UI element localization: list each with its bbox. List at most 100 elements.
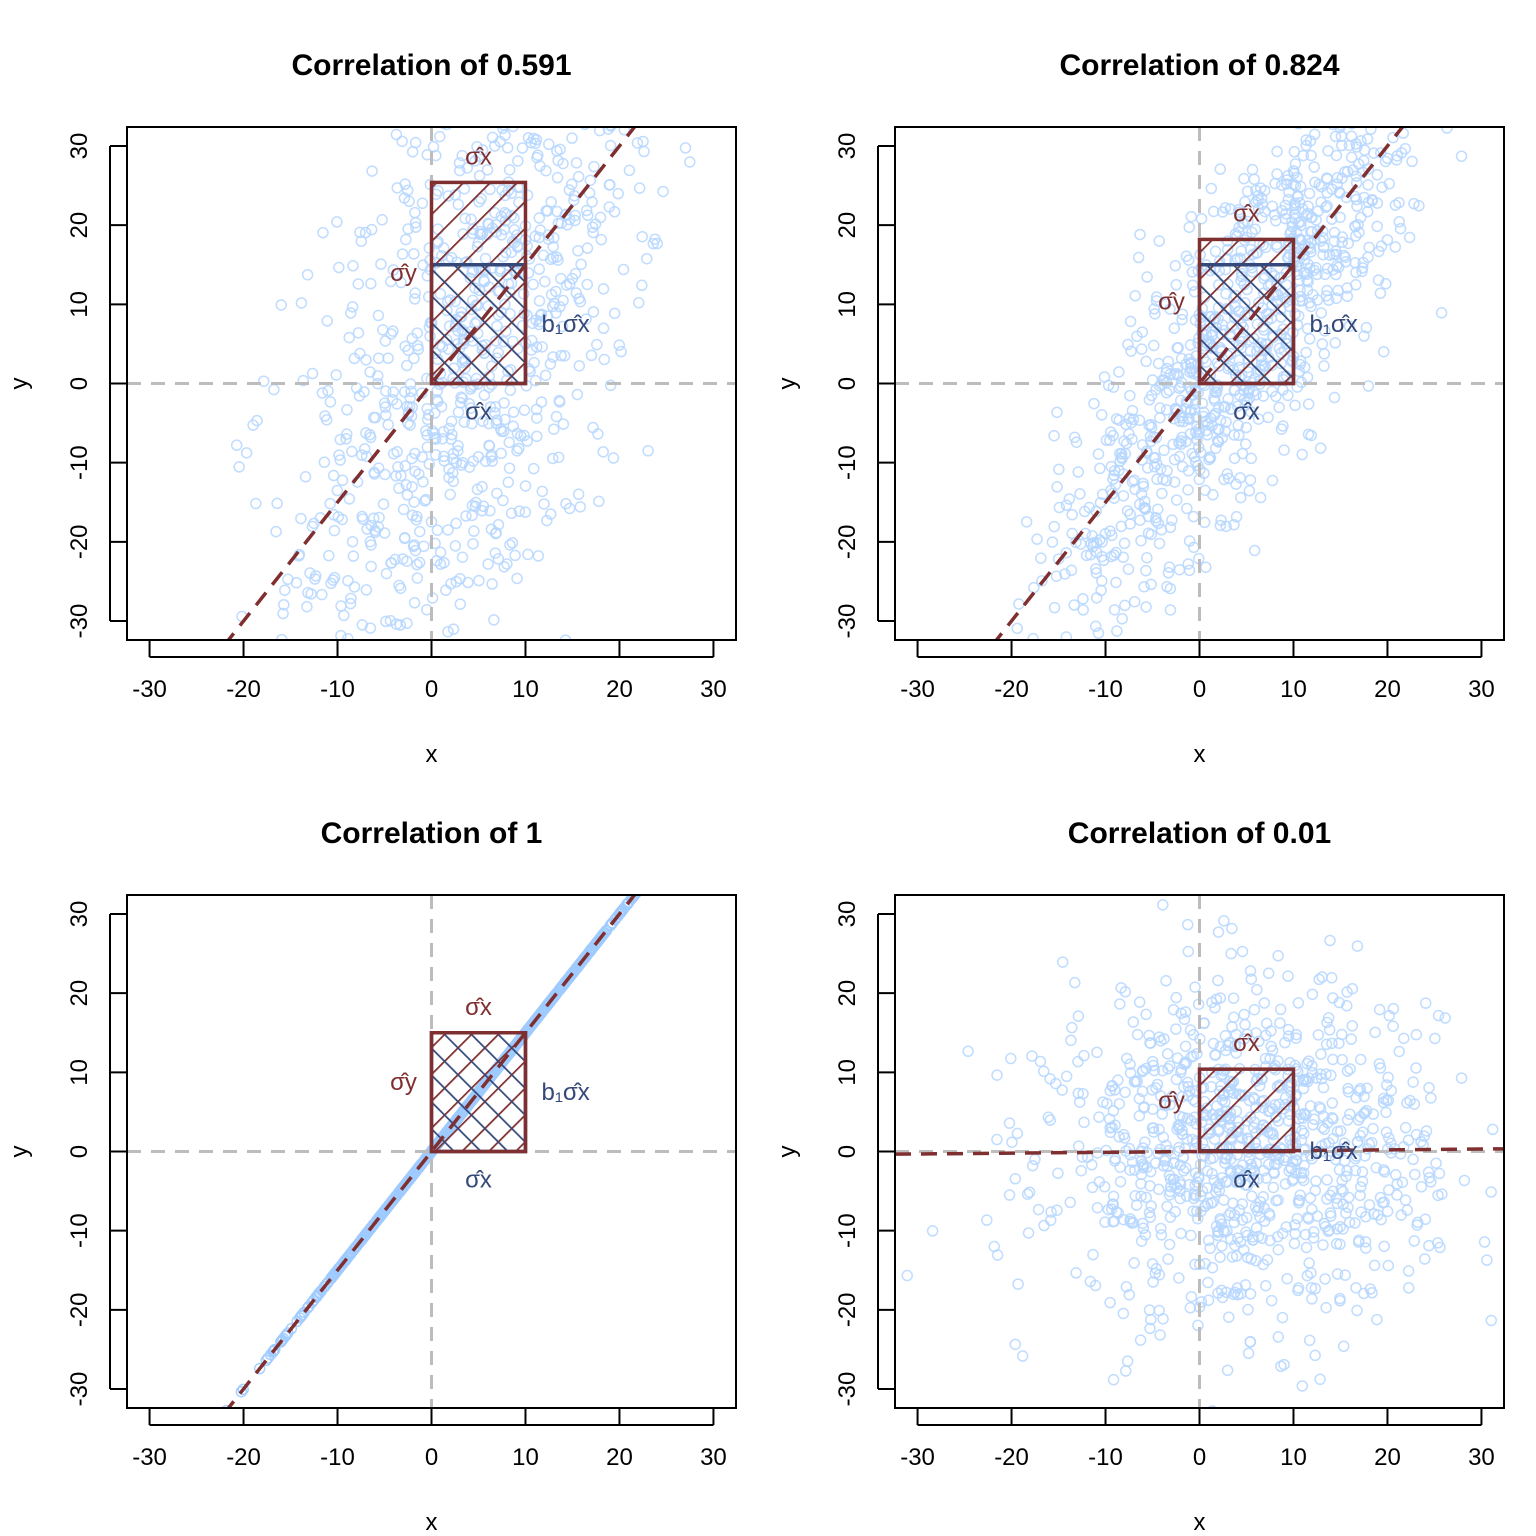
data-point (1419, 1213, 1432, 1226)
data-point (490, 527, 502, 539)
data-point (509, 549, 521, 562)
data-point (1074, 538, 1087, 550)
data-point (1321, 284, 1333, 297)
data-point (1084, 549, 1097, 561)
data-point (301, 268, 314, 281)
data-point (1372, 65, 1382, 75)
data-point (484, 101, 494, 111)
data-point (278, 598, 290, 611)
data-point (1167, 1173, 1180, 1186)
data-point (586, 196, 598, 208)
data-point (384, 701, 394, 711)
data-point (1178, 1013, 1191, 1026)
data-point (334, 433, 347, 446)
data-point (1248, 173, 1261, 185)
data-point (349, 1242, 361, 1254)
data-point (1349, 190, 1361, 203)
data-point (758, 727, 768, 737)
data-point (257, 375, 270, 387)
data-point (1192, 1319, 1204, 1332)
data-point (1179, 1040, 1192, 1053)
data-point (1264, 1234, 1276, 1247)
data-point (1314, 442, 1327, 454)
data-point (649, 865, 659, 875)
data-point (399, 460, 411, 472)
data-point (1230, 1028, 1243, 1041)
data-point (1112, 1074, 1124, 1086)
data-point (1380, 1126, 1393, 1139)
data-point (669, 840, 679, 850)
data-point (1048, 601, 1061, 614)
data-point (582, 66, 592, 76)
data-point (1351, 200, 1363, 213)
data-point (571, 388, 584, 401)
data-point (237, 759, 247, 769)
data-point (1163, 384, 1176, 397)
data-point (1092, 448, 1105, 460)
data-point (641, 876, 651, 886)
data-point (513, 442, 525, 455)
data-point (659, 852, 669, 862)
data-point (410, 514, 423, 526)
data-point (603, 179, 616, 191)
data-point (1218, 1194, 1230, 1206)
data-point (591, 338, 603, 351)
label-sigma-y: σ̂y (390, 260, 417, 287)
data-point (1432, 1237, 1444, 1249)
data-point (1258, 997, 1271, 1009)
data-point (441, 127, 453, 131)
data-point (356, 1233, 369, 1245)
data-point (1128, 474, 1140, 486)
data-point (1051, 406, 1063, 419)
data-point (414, 525, 426, 538)
data-point (1093, 1111, 1105, 1123)
data-point (637, 135, 649, 148)
data-point (346, 301, 359, 313)
data-point (1285, 1162, 1297, 1175)
data-point (512, 155, 524, 167)
data-point (1402, 1265, 1415, 1277)
data-point (1080, 549, 1093, 562)
data-point (1418, 1130, 1431, 1142)
data-point (1170, 1073, 1183, 1086)
y-axis-label: y (774, 1146, 801, 1158)
data-point (308, 517, 320, 530)
data-point (538, 23, 548, 33)
data-point (1021, 1188, 1034, 1200)
data-point (1207, 1037, 1220, 1050)
data-point (1324, 934, 1336, 947)
data-point (1262, 1158, 1275, 1171)
data-point (566, 10, 576, 20)
data-point (1352, 1236, 1365, 1248)
data-point (1303, 333, 1316, 345)
data-point (1139, 1136, 1151, 1148)
data-point (1226, 1251, 1239, 1263)
data-point (360, 427, 372, 439)
data-point (1202, 1197, 1214, 1210)
data-point (1177, 415, 1190, 428)
data-point (1214, 519, 1227, 532)
data-point (1317, 1239, 1329, 1251)
data-point (1341, 282, 1353, 294)
data-point (1331, 1223, 1343, 1235)
y-tick-label: 20 (66, 212, 93, 239)
data-point (1182, 558, 1194, 570)
data-point (1171, 342, 1183, 354)
x-tick-label: -20 (226, 1444, 261, 1471)
data-point (1266, 200, 1279, 213)
data-point (1341, 986, 1353, 998)
data-point (1407, 66, 1417, 76)
data-point (333, 261, 345, 274)
data-point (612, 187, 624, 200)
data-point (553, 394, 566, 407)
sigma-y-rect (429, 1031, 528, 1154)
data-point (1059, 568, 1071, 580)
data-point (237, 1383, 249, 1396)
data-point (352, 327, 365, 339)
data-point (327, 574, 339, 586)
data-point (328, 524, 341, 537)
data-point (1328, 103, 1338, 113)
data-point (1161, 1048, 1174, 1060)
data-point (1124, 1148, 1137, 1161)
data-point (1104, 1084, 1117, 1097)
